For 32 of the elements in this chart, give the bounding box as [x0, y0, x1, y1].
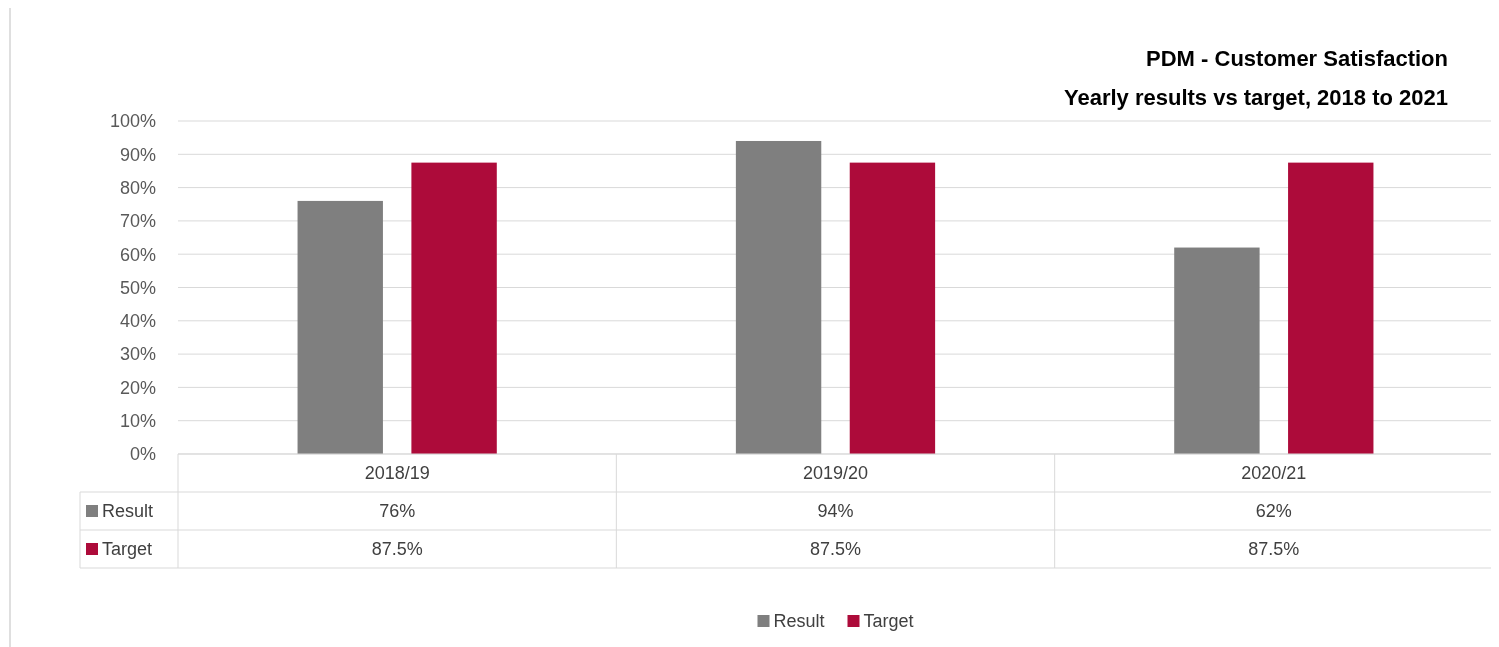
x-tick-label: 2019/20 — [802, 463, 869, 484]
y-tick-label: 50% — [119, 277, 156, 298]
x-tick-label: 2020/21 — [1241, 463, 1307, 484]
y-tick-label: 80% — [119, 177, 156, 198]
data-label: 94% — [817, 501, 854, 522]
y-tick-label: 70% — [119, 211, 156, 232]
data-label: 87.5% — [809, 539, 862, 560]
y-tick-label: 10% — [119, 411, 156, 431]
y-tick-label: 100% — [109, 111, 156, 132]
bar — [735, 140, 822, 454]
data-label: 87.5% — [1248, 539, 1300, 560]
bar — [411, 162, 497, 454]
bar — [1288, 162, 1374, 454]
y-tick-label: 0% — [129, 444, 156, 465]
bar — [297, 200, 383, 454]
chart-title: PDM - Customer Satisfaction — [1146, 46, 1448, 71]
y-tick-label: 90% — [119, 144, 156, 165]
y-tick-label: 40% — [119, 311, 156, 332]
chart-subtitle: Yearly results vs target, 2018 to 2021 — [1063, 85, 1448, 110]
legend-label: Result — [102, 501, 154, 522]
legend-label: Target — [863, 611, 914, 632]
y-tick-label: 60% — [119, 244, 156, 265]
data-label: 76% — [379, 501, 416, 522]
x-tick-label: 2018/19 — [364, 463, 430, 484]
data-label: 62% — [1255, 501, 1292, 522]
bar — [849, 162, 936, 454]
y-tick-label: 30% — [119, 344, 156, 365]
y-tick-label: 20% — [119, 377, 156, 398]
bar — [1174, 247, 1260, 454]
data-label: 87.5% — [371, 539, 423, 560]
text: Result — [773, 611, 825, 632]
text: Target — [102, 539, 153, 560]
